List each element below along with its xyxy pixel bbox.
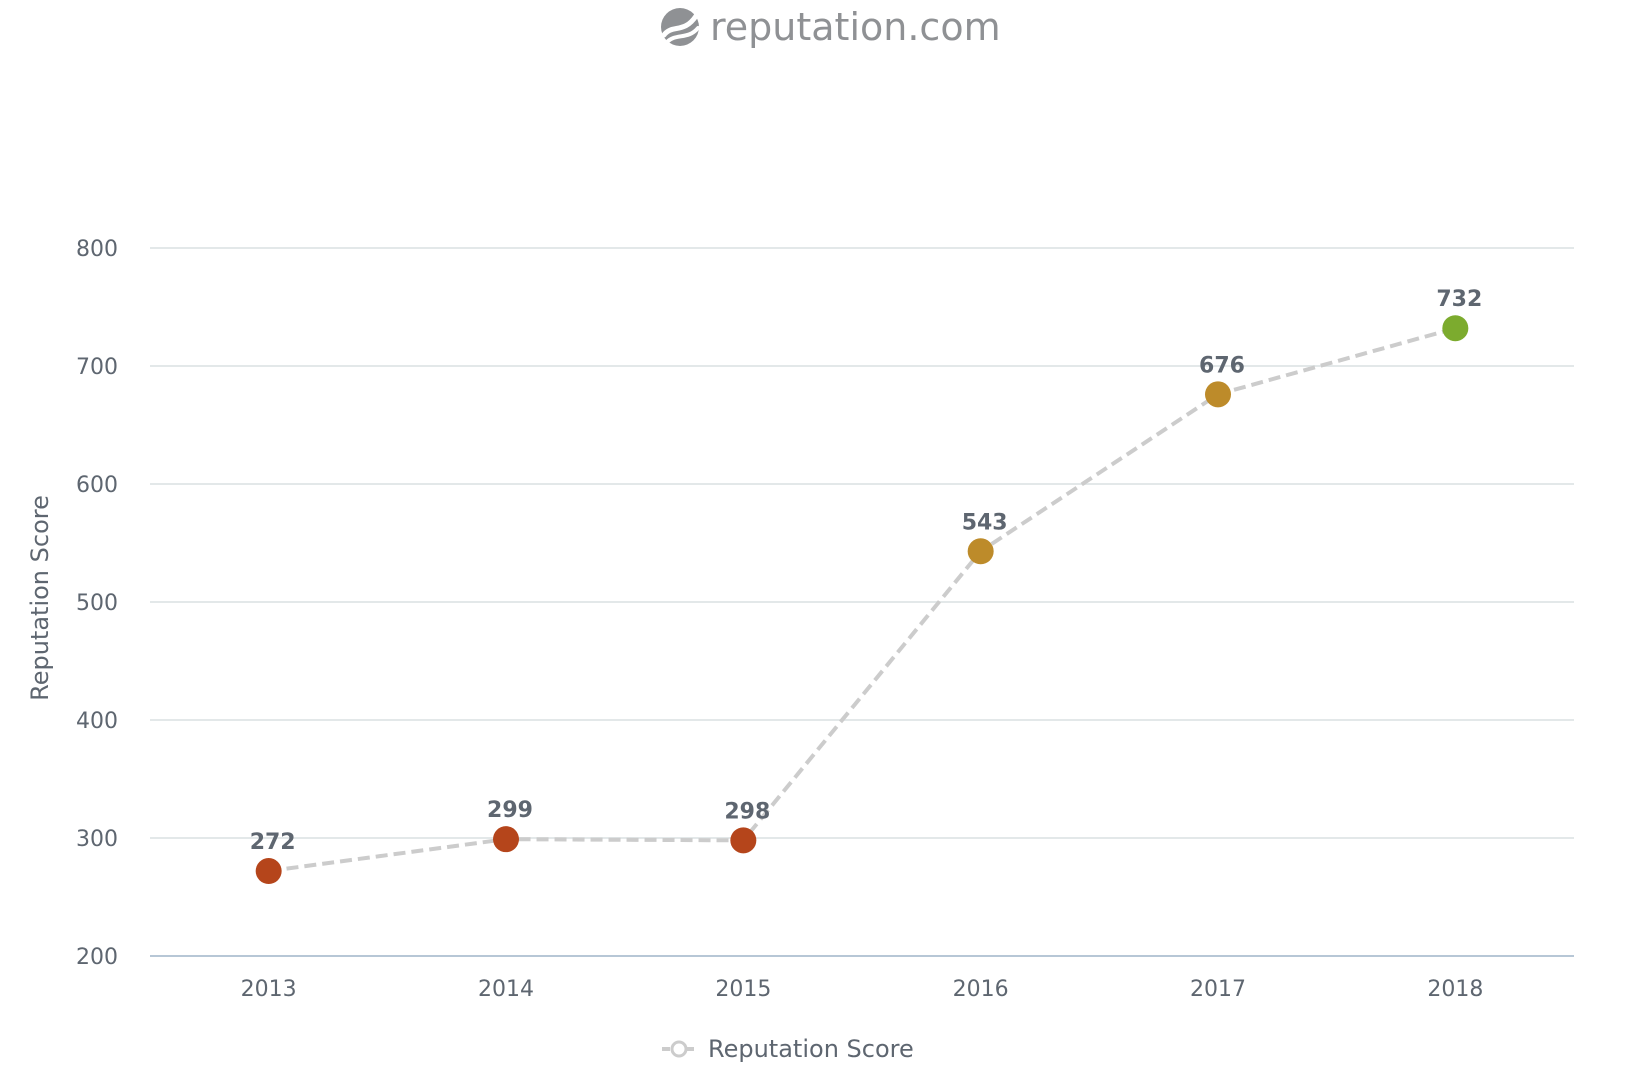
y-tick-label: 500 (76, 591, 118, 616)
legend[interactable]: Reputation Score (662, 1035, 914, 1063)
reputation-logo-icon (661, 8, 700, 46)
series-reputation-score (268, 326, 1456, 874)
x-axis-ticks: 2013 2014 2015 2016 2017 2018 (241, 977, 1484, 1002)
y-tick-label: 200 (76, 945, 118, 970)
y-tick-label: 700 (76, 355, 118, 380)
data-label-2018: 732 (1436, 287, 1482, 312)
x-tick-label: 2015 (715, 977, 771, 1002)
y-axis-ticks: 200 300 400 500 600 700 800 (76, 237, 118, 970)
brand-header: reputation.com (661, 5, 1001, 49)
data-points (255, 315, 1469, 885)
data-point-2016[interactable] (967, 538, 994, 565)
data-point-2013[interactable] (255, 858, 282, 885)
brand-name: reputation.com (710, 5, 1001, 49)
data-point-2018[interactable] (1442, 315, 1469, 342)
y-tick-label: 600 (76, 473, 118, 498)
data-label-2015: 298 (724, 799, 770, 824)
x-tick-label: 2018 (1427, 977, 1483, 1002)
data-label-2017: 676 (1199, 353, 1245, 378)
series-line (268, 326, 1456, 874)
x-tick-label: 2013 (241, 977, 297, 1002)
data-point-2015[interactable] (730, 827, 757, 854)
data-labels: 272 299 298 543 676 732 (250, 287, 1483, 855)
y-tick-label: 400 (76, 709, 118, 734)
data-point-2017[interactable] (1205, 381, 1231, 408)
legend-entry-reputation-score[interactable]: Reputation Score (708, 1035, 914, 1063)
y-tick-label: 800 (76, 237, 118, 262)
y-axis-title: Reputation Score (26, 495, 54, 701)
y-tick-label: 300 (76, 827, 118, 852)
legend-marker-icon (670, 1040, 688, 1058)
data-label-2016: 543 (962, 510, 1008, 535)
data-point-2014[interactable] (493, 826, 519, 853)
x-tick-label: 2017 (1190, 977, 1246, 1002)
data-label-2014: 299 (487, 798, 533, 823)
gridlines (150, 247, 1574, 839)
data-label-2013: 272 (250, 830, 296, 855)
x-tick-label: 2016 (953, 977, 1009, 1002)
x-tick-label: 2014 (478, 977, 534, 1002)
